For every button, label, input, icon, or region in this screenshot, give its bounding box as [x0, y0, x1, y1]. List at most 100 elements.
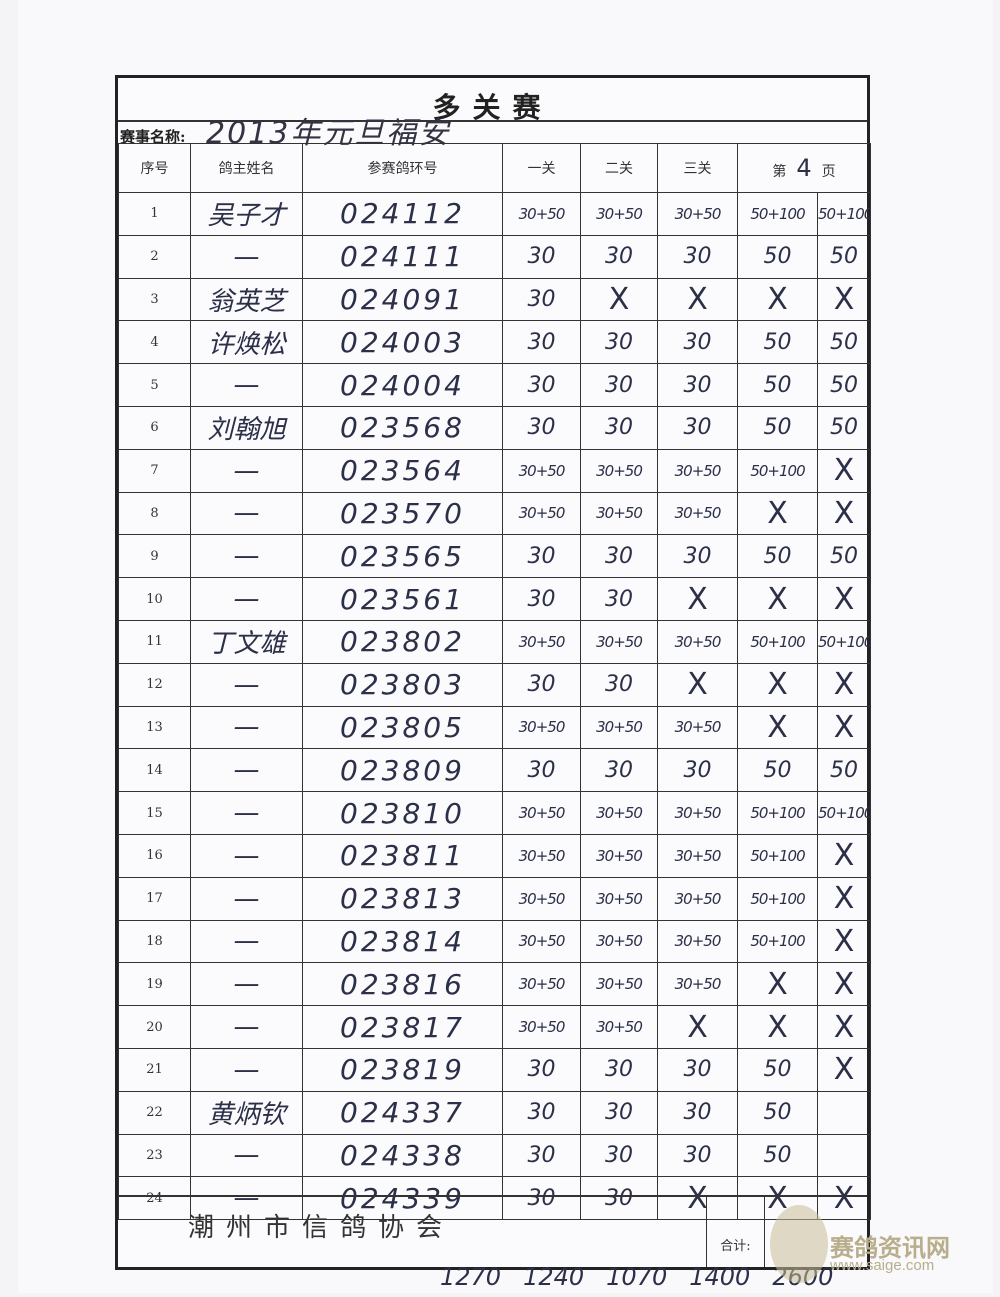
owner-name: — [190, 577, 303, 621]
stage-value: 30 [580, 234, 658, 279]
ring-number: 024004 [302, 363, 503, 407]
owner-name: 吴子才 [190, 192, 303, 236]
stage-value: 30+50 [502, 192, 581, 236]
row-seq: 5 [118, 363, 191, 407]
row-seq: 10 [118, 577, 191, 621]
table-row: 12—023803 30 30 X X X [118, 662, 871, 707]
stage-value: 30+50 [657, 962, 738, 1007]
table-row: 24—024339 30 30 X X X [118, 1176, 871, 1221]
page-number: 4 [796, 154, 812, 182]
table-row: 13—023805 30+50 30+50 30+50 X X [118, 705, 871, 750]
table-row: 5—024004 30 30 30 50 50 [118, 363, 871, 407]
ring-number: 024111 [302, 234, 503, 279]
table-row: 9—023565 30 30 30 50 50 [118, 534, 871, 579]
stage-value: 30 [580, 1133, 658, 1178]
table-row: 19—023816 30+50 30+50 30+50 X X [118, 962, 871, 1007]
row-seq: 20 [118, 1005, 191, 1049]
stage-value: 30 [657, 1133, 738, 1178]
ring-number: 024091 [302, 277, 503, 322]
stage-value: 30+50 [502, 619, 581, 664]
stage-value: 30+50 [580, 876, 658, 921]
table-row: 14—023809 30 30 30 50 50 [118, 748, 871, 793]
stage-value: 30+50 [502, 833, 581, 878]
stage-value: 30 [657, 234, 738, 279]
owner-name: — [190, 833, 303, 878]
stage-value: 50 [817, 234, 871, 279]
organization-name: 潮州市信鸽协会 [188, 1213, 455, 1243]
stage-value: 30+50 [657, 619, 738, 664]
stage-value: 50 [737, 1133, 818, 1178]
stage-value: 30 [580, 577, 658, 621]
stage-value: 30 [502, 363, 581, 407]
row-seq: 21 [118, 1047, 191, 1092]
stage-value: 30+50 [657, 833, 738, 878]
stage-value: 30 [502, 662, 581, 707]
row-seq: 7 [118, 448, 191, 493]
owner-name: — [190, 234, 303, 279]
stage-value: 50 [817, 363, 871, 407]
ring-number: 023803 [302, 662, 503, 707]
stage-value: 30+50 [657, 705, 738, 750]
stage-value: 50 [737, 363, 818, 407]
stage-value: 50+100 [737, 619, 818, 664]
stage-value: X [817, 1005, 871, 1049]
table-row: 17—023813 30+50 30+50 30+50 50+100 X [118, 876, 871, 921]
stage-value: 30 [657, 748, 738, 793]
ring-number: 023802 [302, 619, 503, 664]
stage-value: 50+100 [737, 919, 818, 964]
total-value: 1270 [440, 1263, 502, 1291]
stage-value: X [817, 662, 871, 707]
ring-number: 024338 [302, 1133, 503, 1178]
stage-value: 30 [502, 405, 581, 450]
ring-number: 023809 [302, 748, 503, 793]
total-label: 合计: [706, 1197, 765, 1267]
header-ring: 参赛鸽环号 [302, 143, 503, 193]
stage-value: 30+50 [580, 791, 658, 835]
stage-value: 50 [817, 405, 871, 450]
ring-number: 023810 [302, 791, 503, 835]
ring-number: 023811 [302, 833, 503, 878]
stage-value: 50 [817, 534, 871, 579]
stage-value: X [737, 705, 818, 750]
stage-value: 30 [502, 320, 581, 365]
stage-value: 30 [502, 1176, 581, 1221]
stage-value: 30+50 [502, 919, 581, 964]
ring-number: 024339 [302, 1176, 503, 1221]
stage-value: 30+50 [657, 448, 738, 493]
ring-number: 023565 [302, 534, 503, 579]
owner-name: 许焕松 [190, 320, 303, 365]
row-seq: 13 [118, 705, 191, 750]
owner-name: — [190, 919, 303, 964]
ring-number: 024112 [302, 192, 503, 236]
row-seq: 16 [118, 833, 191, 878]
ring-number: 023564 [302, 448, 503, 493]
stage-value: 50+100 [737, 448, 818, 493]
stage-value: 50+100 [737, 833, 818, 878]
stage-value: 30+50 [580, 705, 658, 750]
stage-value: 50 [737, 405, 818, 450]
stage-value: 50+100 [737, 791, 818, 835]
stage-value: 30 [502, 577, 581, 621]
row-seq: 18 [118, 919, 191, 964]
row-seq: 23 [118, 1133, 191, 1178]
stage-value: 30 [657, 1047, 738, 1092]
race-form: 多关赛 赛事名称: 2013年元旦福安 序号 鸽主姓名 参赛鸽环号 一关 二关 … [115, 75, 871, 1270]
owner-name: — [190, 448, 303, 493]
owner-name: — [190, 876, 303, 921]
stage-value: 30 [580, 320, 658, 365]
stage-value: 50 [817, 748, 871, 793]
total-value: 1240 [523, 1263, 585, 1291]
stage-value: 30 [502, 1090, 581, 1135]
stage-value: 30 [580, 1047, 658, 1092]
stage-value: X [737, 962, 818, 1007]
stage-value: X [817, 962, 871, 1007]
owner-name: — [190, 534, 303, 579]
row-seq: 24 [118, 1176, 191, 1221]
stage-value: 30+50 [580, 962, 658, 1007]
stage-value: 30+50 [502, 491, 581, 536]
table-row: 16—023811 30+50 30+50 30+50 50+100 X [118, 833, 871, 878]
table-row: 23—024338 30 30 30 50 [118, 1133, 871, 1178]
stage-value [817, 1090, 871, 1135]
ring-number: 023817 [302, 1005, 503, 1049]
